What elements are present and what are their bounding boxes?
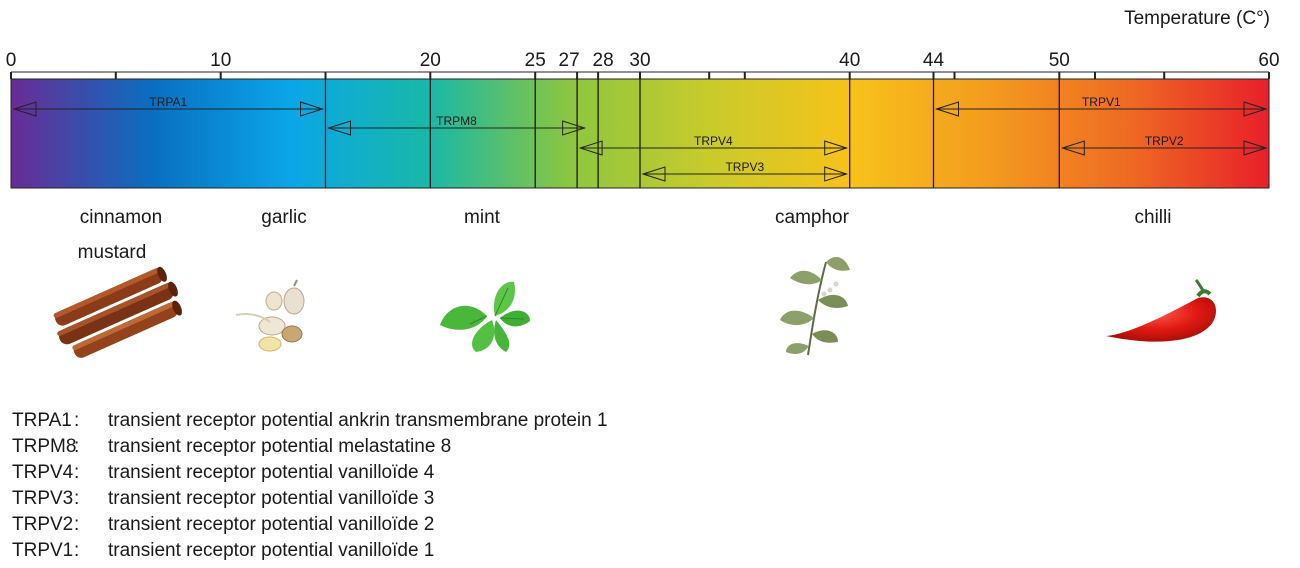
spice-label-garlic: garlic xyxy=(261,207,306,228)
spice-label-camphor: camphor xyxy=(775,207,850,228)
legend-abbr: TRPV2 xyxy=(12,514,74,535)
cinnamon-icon xyxy=(53,266,182,358)
legend: TRPA1 : transient receptor potential ank… xyxy=(12,408,608,564)
legend-separator: : xyxy=(74,540,80,561)
legend-separator: : xyxy=(74,436,80,457)
legend-abbr: TRPV4 xyxy=(12,462,74,483)
axis-tick-label: 28 xyxy=(593,50,614,71)
axis-tick-label: 50 xyxy=(1049,50,1070,71)
legend-separator: : xyxy=(74,410,80,431)
axis-tick-label: 44 xyxy=(923,50,945,71)
range-label-trpv2: TRPV2 xyxy=(1145,134,1184,148)
legend-description: transient receptor potential ankrin tran… xyxy=(108,410,608,431)
legend-row-trpv1: TRPV1 : transient receptor potential van… xyxy=(12,538,608,564)
legend-row-trpv3: TRPV3 : transient receptor potential van… xyxy=(12,486,608,512)
legend-separator: : xyxy=(74,488,80,509)
legend-description: transient receptor potential vanilloïde … xyxy=(108,540,435,561)
axis-tick-label: 30 xyxy=(629,50,650,71)
range-label-trpv4: TRPV4 xyxy=(694,134,733,148)
legend-abbr: TRPV1 xyxy=(12,540,74,561)
legend-row-trpa1: TRPA1 : transient receptor potential ank… xyxy=(12,408,608,434)
axis-tick-label: 40 xyxy=(839,50,860,71)
axis-tick-label: 20 xyxy=(420,50,441,71)
axis-title: Temperature (C°) xyxy=(1124,8,1270,29)
spice-label-mustard: mustard xyxy=(78,242,147,263)
spice-label-chilli: chilli xyxy=(1135,207,1172,228)
mint-icon xyxy=(440,281,530,352)
range-label-trpv3: TRPV3 xyxy=(725,160,764,174)
legend-abbr: TRPM8 xyxy=(12,436,77,457)
axis-tick-label: 0 xyxy=(6,50,17,71)
chilli-icon xyxy=(1106,278,1217,342)
legend-description: transient receptor potential melastatine… xyxy=(108,436,452,457)
legend-row-trpv4: TRPV4 : transient receptor potential van… xyxy=(12,460,608,486)
axis-tick-label: 27 xyxy=(559,50,580,71)
legend-separator: : xyxy=(74,514,80,535)
axis-tick-label: 10 xyxy=(210,50,231,71)
legend-abbr: TRPA1 xyxy=(12,410,72,431)
camphor-icon xyxy=(780,256,850,356)
garlic-icon xyxy=(235,279,305,352)
range-label-trpm8: TRPM8 xyxy=(436,114,477,128)
spice-label-mint: mint xyxy=(464,207,501,228)
legend-abbr: TRPV3 xyxy=(12,488,74,509)
axis-tick-label: 25 xyxy=(525,50,546,71)
legend-description: transient receptor potential vanilloïde … xyxy=(108,514,435,535)
legend-row-trpm8: TRPM8 : transient receptor potential mel… xyxy=(12,434,608,460)
range-label-trpv1: TRPV1 xyxy=(1082,95,1121,109)
legend-description: transient receptor potential vanilloïde … xyxy=(108,462,435,483)
range-label-trpa1: TRPA1 xyxy=(149,95,187,109)
legend-separator: : xyxy=(74,462,80,483)
temperature-diagram: Temperature (C°) 0 10 20 25 27 28 30 40 44 50 60 T… xyxy=(6,8,1280,358)
axis-tick-label: 60 xyxy=(1258,50,1279,71)
spice-label-cinnamon: cinnamon xyxy=(80,207,162,228)
legend-description: transient receptor potential vanilloïde … xyxy=(108,488,435,509)
legend-row-trpv2: TRPV2 : transient receptor potential van… xyxy=(12,512,608,538)
